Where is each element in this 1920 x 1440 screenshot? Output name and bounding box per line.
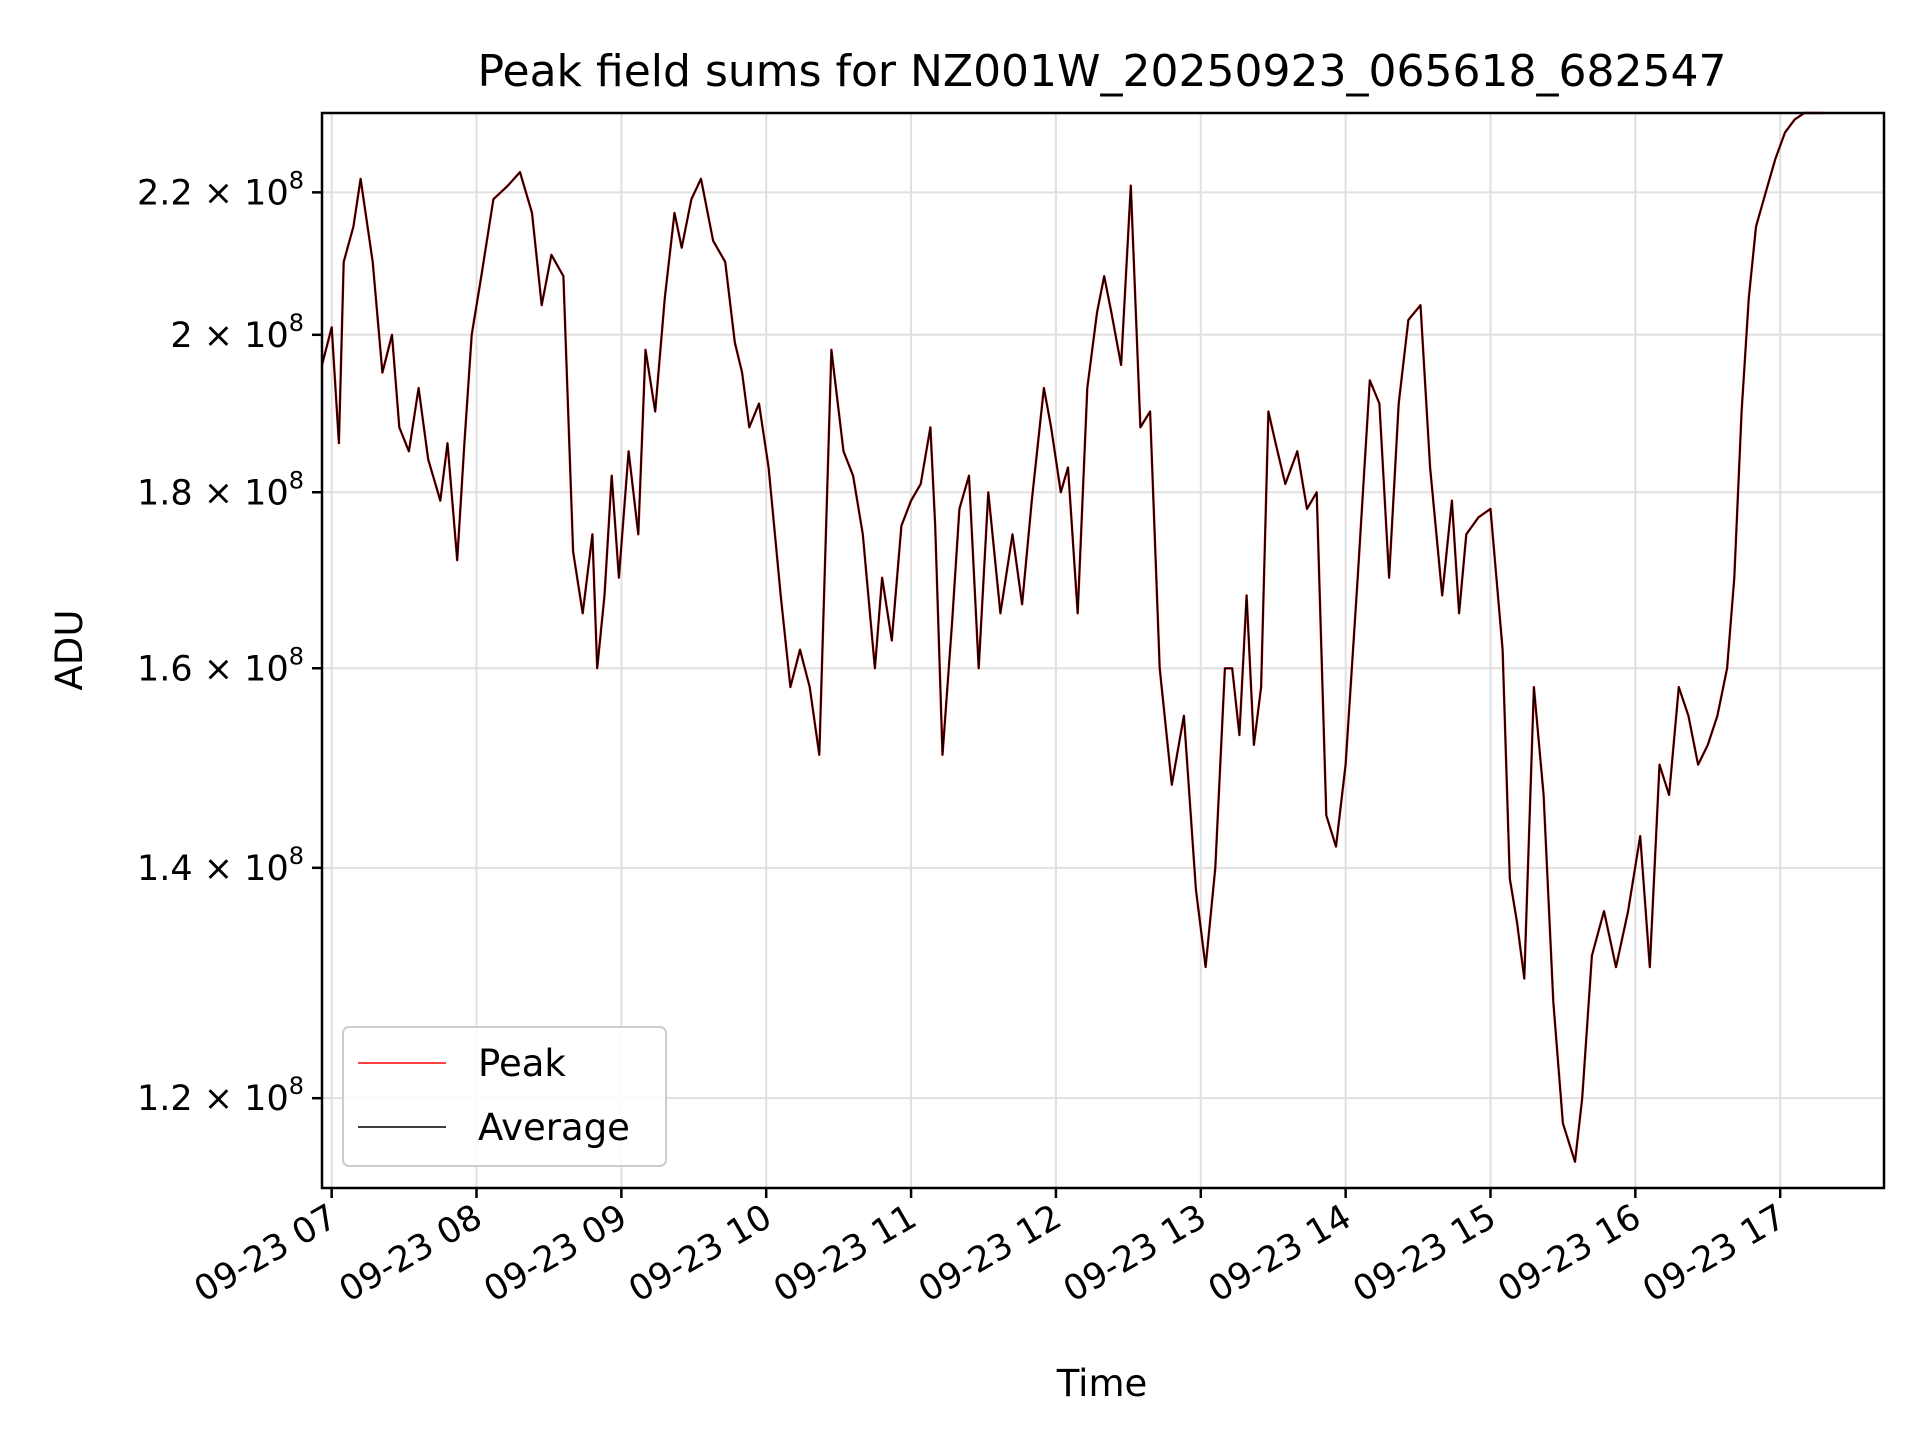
plot-frame — [320, 111, 1886, 1190]
y-tick-label: 1.4 × 108 — [137, 842, 304, 889]
y-tick-label: 1.2 × 108 — [137, 1072, 304, 1119]
grid-lines — [322, 113, 1884, 1188]
y-axis-ticks: 1.2 × 108 1.4 × 108 1.6 × 108 1.8 × 108 2 × … — [137, 166, 322, 1119]
y-tick-label: 1.6 × 108 — [137, 642, 304, 689]
y-tick-label: 1.8 × 108 — [137, 466, 304, 513]
x-axis-label: Time — [1056, 1362, 1148, 1405]
y-tick-label: 2.2 × 108 — [137, 166, 304, 213]
legend-average-label: Average — [478, 1106, 630, 1149]
y-tick-label: 2 × 108 — [170, 309, 304, 356]
y-axis-label: ADU — [48, 610, 91, 691]
series-line-average — [321, 112, 1824, 1163]
legend-peak-label: Peak — [478, 1042, 566, 1085]
legend: Peak Average — [342, 1026, 667, 1167]
series-lines — [320, 111, 1824, 1164]
legend-box — [342, 1026, 667, 1167]
chart-title: Peak field sums for NZ001W_20250923_0656… — [478, 46, 1727, 97]
